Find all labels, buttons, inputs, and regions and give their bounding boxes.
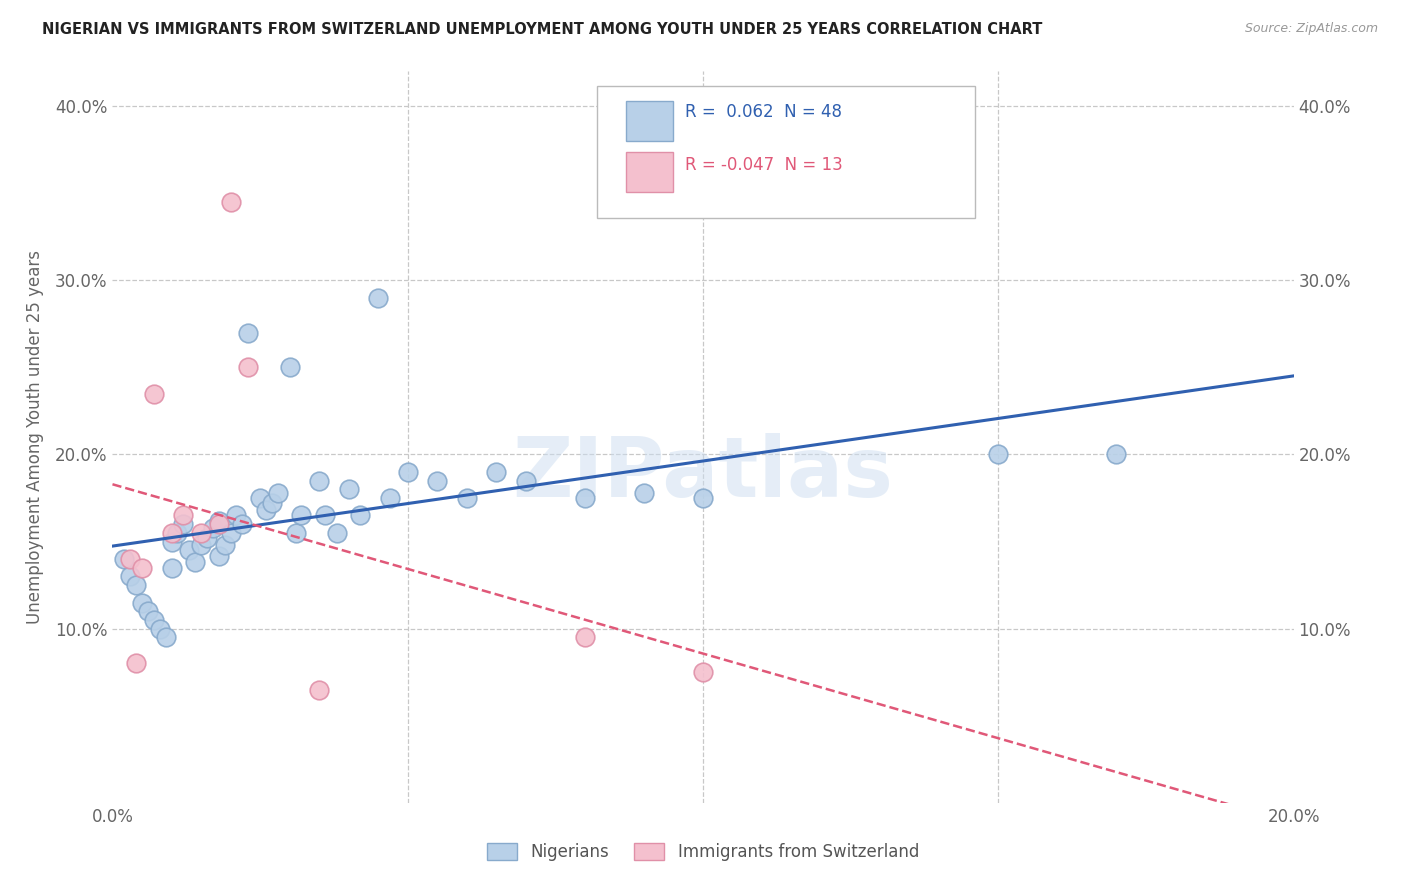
Point	[184, 556, 207, 570]
Point	[201, 521, 224, 535]
Point	[249, 491, 271, 505]
Point	[142, 386, 165, 401]
Point	[172, 517, 194, 532]
Point	[987, 448, 1010, 462]
Point	[308, 682, 330, 697]
Point	[396, 465, 419, 479]
Point	[574, 491, 596, 505]
Point	[633, 485, 655, 500]
Point	[160, 560, 183, 574]
Point	[219, 194, 242, 209]
Point	[367, 291, 389, 305]
FancyBboxPatch shape	[626, 152, 673, 192]
Point	[120, 552, 142, 566]
Text: Source: ZipAtlas.com: Source: ZipAtlas.com	[1244, 22, 1378, 36]
Point	[692, 665, 714, 680]
Point	[142, 613, 165, 627]
Text: NIGERIAN VS IMMIGRANTS FROM SWITZERLAND UNEMPLOYMENT AMONG YOUTH UNDER 25 YEARS : NIGERIAN VS IMMIGRANTS FROM SWITZERLAND …	[42, 22, 1043, 37]
Point	[208, 514, 231, 528]
Point	[160, 534, 183, 549]
Point	[190, 525, 212, 540]
Point	[314, 508, 336, 523]
Point	[284, 525, 307, 540]
Text: R = -0.047  N = 13: R = -0.047 N = 13	[685, 156, 844, 174]
Point	[426, 474, 449, 488]
Point	[290, 508, 312, 523]
Point	[208, 549, 231, 563]
Point	[125, 578, 148, 592]
Point	[267, 485, 290, 500]
Point	[219, 525, 242, 540]
FancyBboxPatch shape	[596, 86, 974, 218]
Point	[172, 508, 194, 523]
Point	[692, 491, 714, 505]
Point	[308, 474, 330, 488]
Point	[112, 552, 135, 566]
Point	[225, 508, 247, 523]
Point	[1105, 448, 1128, 462]
Point	[337, 483, 360, 497]
Point	[195, 531, 218, 545]
Point	[120, 569, 142, 583]
Point	[238, 326, 260, 340]
FancyBboxPatch shape	[626, 101, 673, 141]
Point	[155, 631, 177, 645]
Y-axis label: Unemployment Among Youth under 25 years: Unemployment Among Youth under 25 years	[25, 250, 44, 624]
Point	[326, 525, 349, 540]
Point	[166, 525, 188, 540]
Point	[136, 604, 159, 618]
Legend: Nigerians, Immigrants from Switzerland: Nigerians, Immigrants from Switzerland	[481, 836, 925, 868]
Point	[238, 360, 260, 375]
Point	[125, 657, 148, 671]
Point	[574, 631, 596, 645]
Point	[231, 517, 253, 532]
Text: R =  0.062  N = 48: R = 0.062 N = 48	[685, 103, 842, 120]
Point	[179, 543, 201, 558]
Point	[131, 595, 153, 609]
Point	[190, 538, 212, 552]
Text: ZIPatlas: ZIPatlas	[513, 434, 893, 514]
Point	[254, 503, 277, 517]
Point	[208, 517, 231, 532]
Point	[278, 360, 301, 375]
Point	[515, 474, 537, 488]
Point	[485, 465, 508, 479]
Point	[260, 496, 283, 510]
Point	[349, 508, 371, 523]
Point	[378, 491, 401, 505]
Point	[131, 560, 153, 574]
Point	[456, 491, 478, 505]
Point	[214, 538, 236, 552]
Point	[149, 622, 172, 636]
Point	[160, 525, 183, 540]
